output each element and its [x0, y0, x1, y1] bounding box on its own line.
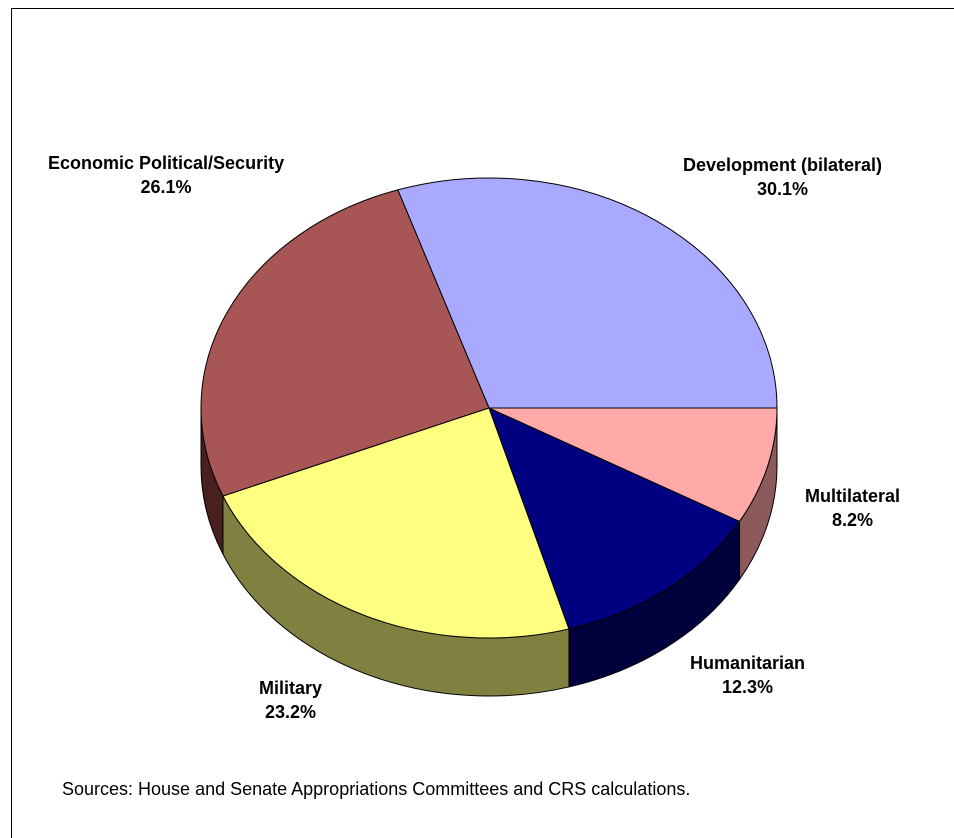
slice-value: 26.1%	[140, 177, 192, 197]
slice-value: 23.2%	[264, 702, 317, 722]
slice-name: Economic Political/Security	[48, 153, 285, 173]
slice-value: 30.1%	[757, 179, 809, 199]
label-military: Military 23.2%	[259, 676, 322, 724]
slice-value: 12.3%	[721, 677, 774, 697]
slice-name: Military	[259, 678, 323, 698]
label-economic-political-security: Economic Political/Security 26.1%	[48, 151, 284, 199]
label-humanitarian: Humanitarian 12.3%	[690, 651, 805, 699]
pie-slice-multilateral	[488, 407, 778, 523]
chart-frame	[11, 8, 954, 838]
source-note: Sources: House and Senate Appropriations…	[62, 779, 691, 799]
pie-slices	[200, 177, 778, 639]
label-multilateral: Multilateral 8.2%	[805, 484, 900, 532]
slice-name: Multilateral	[805, 486, 901, 506]
pie-slice-economic-political-security	[200, 189, 490, 497]
label-development: Development (bilateral) 30.1%	[683, 153, 882, 201]
pie-slice-humanitarian	[488, 407, 741, 630]
pie-slice-development	[397, 177, 778, 409]
slice-name: Development (bilateral)	[683, 155, 883, 175]
pie-slice-military	[222, 407, 570, 639]
slice-name: Humanitarian	[690, 653, 806, 673]
slice-value: 8.2%	[832, 510, 874, 530]
